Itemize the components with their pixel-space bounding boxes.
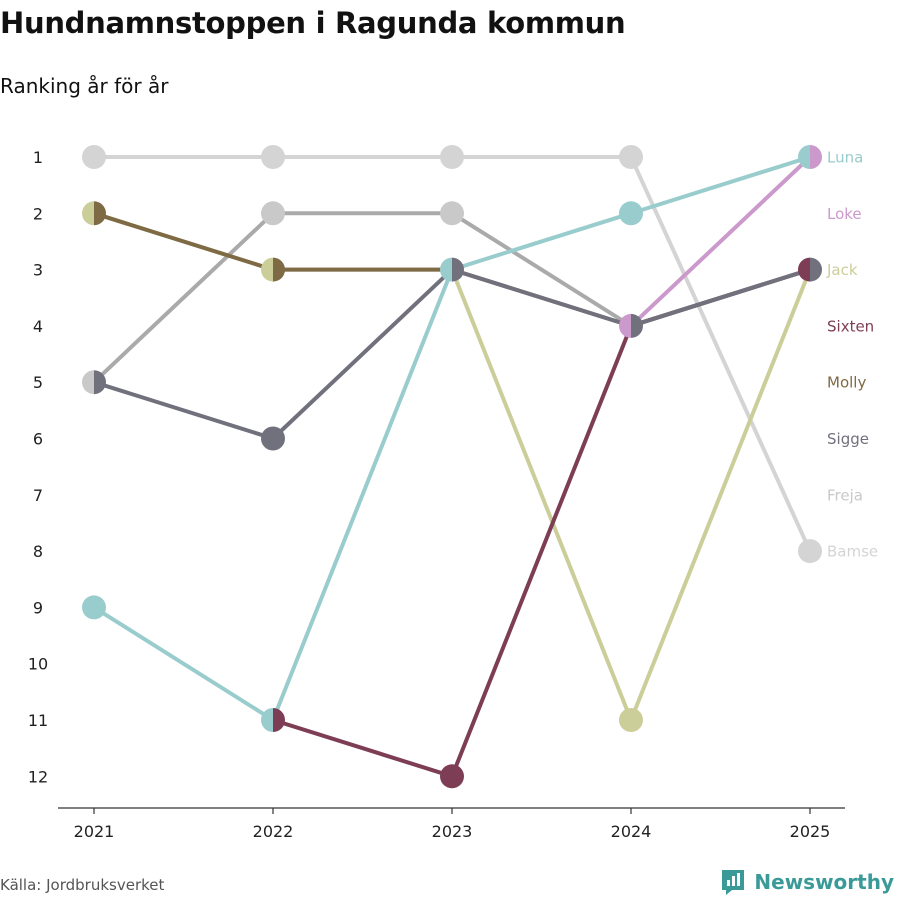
series-line-sixten <box>271 267 812 779</box>
y-tick-label-2: 2 <box>33 204 43 223</box>
y-tick-label-6: 6 <box>33 430 43 449</box>
chart-subtitle: Ranking år för år <box>0 74 169 98</box>
end-label-sigge: Sigge <box>827 430 869 448</box>
series-line-sigge <box>92 267 812 441</box>
point-luna-2025 <box>798 145 810 169</box>
point-freja-2022 <box>261 201 285 226</box>
point-sixten-2023 <box>440 764 464 789</box>
y-tick-label-7: 7 <box>33 486 43 505</box>
point-jack-2021 <box>82 201 94 226</box>
x-tick-label-2021: 2021 <box>74 822 115 841</box>
chart-title: Hundnamnstoppen i Ragunda kommun <box>0 6 626 40</box>
y-tick-label-10: 10 <box>28 655 48 674</box>
point-sixten-2025 <box>798 257 810 282</box>
y-tick-label-8: 8 <box>33 542 43 561</box>
x-tick-label-2022: 2022 <box>253 822 294 841</box>
point-sixten-2022 <box>273 708 285 732</box>
point-bamse-2021 <box>82 145 106 169</box>
x-tick-label-2025: 2025 <box>790 822 831 841</box>
newsworthy-icon <box>722 870 745 895</box>
source-note: Källa: Jordbruksverket <box>0 876 165 894</box>
series-lines <box>92 155 812 779</box>
x-tick-label-2024: 2024 <box>611 822 652 841</box>
y-tick-label-3: 3 <box>33 261 43 280</box>
end-label-luna: Luna <box>827 149 863 167</box>
point-molly-2022 <box>273 257 285 282</box>
x-tick-label-2023: 2023 <box>432 822 473 841</box>
point-sigge-2022 <box>261 426 285 451</box>
point-molly-2021 <box>94 201 107 226</box>
newsworthy-logo[interactable]: Newsworthy <box>720 868 894 896</box>
point-luna-2021 <box>82 595 106 620</box>
end-label-bamse: Bamse <box>827 543 878 561</box>
point-luna-2024 <box>619 201 643 226</box>
point-bamse-2023 <box>440 145 464 169</box>
y-tick-label-9: 9 <box>33 598 43 617</box>
series-line-luna <box>92 155 812 722</box>
point-sigge-2025 <box>810 257 822 282</box>
point-bamse-2022 <box>261 145 285 169</box>
end-label-molly: Molly <box>827 374 866 392</box>
series-line-freja <box>92 211 633 385</box>
end-label-sixten: Sixten <box>827 317 874 335</box>
series-line-jack <box>92 211 812 722</box>
y-tick-label-1: 1 <box>33 148 43 167</box>
point-sigge-2023 <box>452 257 464 282</box>
y-tick-label-11: 11 <box>28 711 48 730</box>
series-points <box>82 145 822 789</box>
end-label-freja: Freja <box>827 486 863 504</box>
series-line-loke <box>629 155 812 328</box>
point-sigge-2021 <box>94 370 107 395</box>
brand-name: Newsworthy <box>754 870 894 894</box>
y-tick-label-4: 4 <box>33 317 43 336</box>
point-freja-2021 <box>82 370 94 395</box>
end-label-jack: Jack <box>826 261 858 279</box>
point-bamse-2025 <box>798 539 822 564</box>
point-freja-2023 <box>440 201 464 226</box>
point-luna-2022 <box>261 708 273 732</box>
point-sigge-2024 <box>631 313 643 338</box>
point-bamse-2024 <box>619 145 643 169</box>
point-jack-2024 <box>619 708 643 732</box>
end-label-loke: Loke <box>827 205 862 223</box>
point-loke-2024 <box>619 313 631 338</box>
y-tick-label-12: 12 <box>28 767 48 786</box>
point-luna-2023 <box>440 257 452 282</box>
point-jack-2022 <box>261 257 273 282</box>
point-loke-2025 <box>810 145 822 169</box>
y-tick-label-5: 5 <box>33 373 43 392</box>
